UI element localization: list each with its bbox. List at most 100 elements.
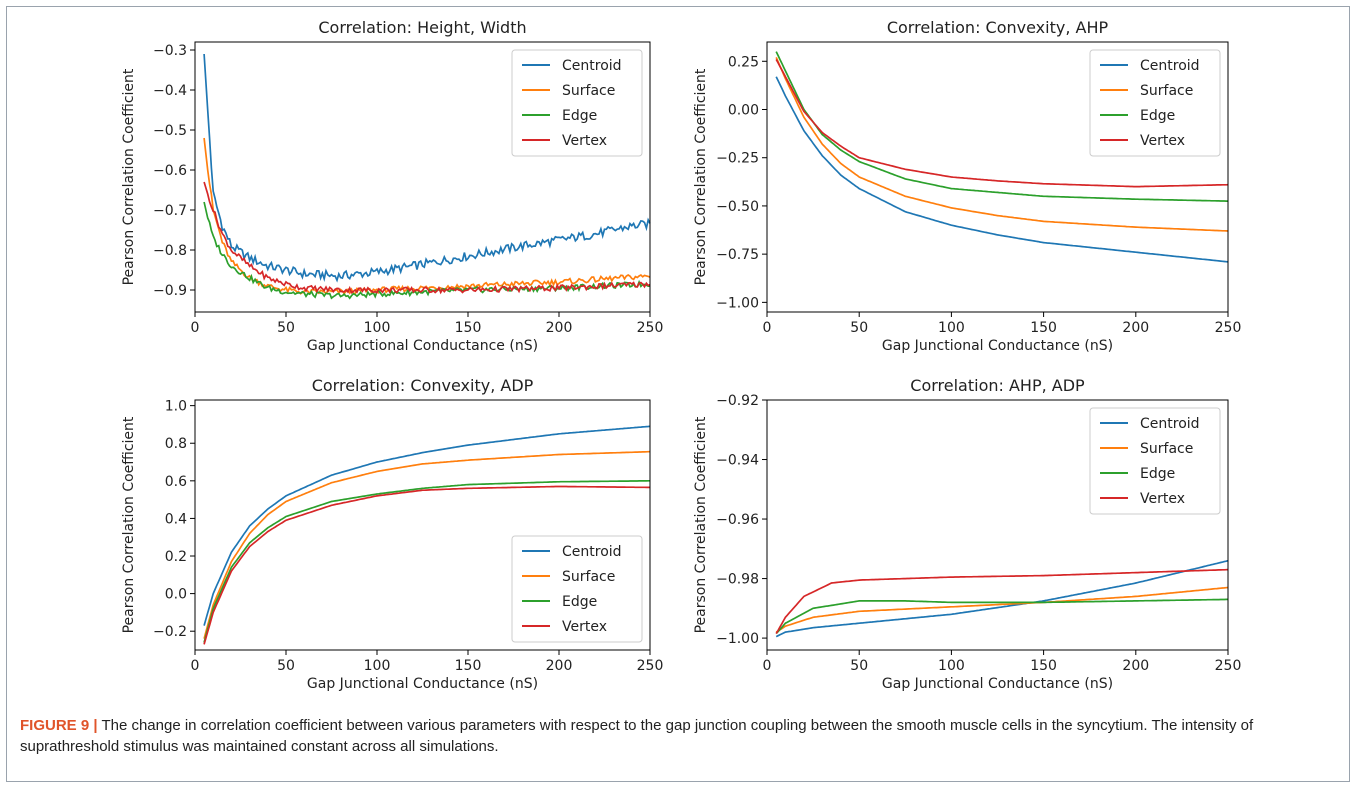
legend-box xyxy=(1089,407,1221,515)
y-tick-label: −0.5 xyxy=(153,123,187,139)
x-tick-label: 100 xyxy=(938,320,965,336)
series-line-centroid xyxy=(775,559,1229,638)
legend-box xyxy=(511,49,643,157)
series-line-centroid xyxy=(203,53,651,283)
y-tick-label: −0.9 xyxy=(153,283,187,299)
y-tick-label: −0.3 xyxy=(153,43,187,59)
x-tick-label: 200 xyxy=(1122,658,1149,674)
y-tick-label: 0.2 xyxy=(165,549,187,565)
legend-label-vertex: Vertex xyxy=(562,619,607,635)
y-tick-label: 0.6 xyxy=(165,474,187,490)
y-tick-label: −0.4 xyxy=(153,83,187,99)
legend-label-centroid: Centroid xyxy=(1140,58,1200,74)
series-line-centroid xyxy=(775,76,1229,263)
y-tick-label: 0.4 xyxy=(165,511,187,527)
x-tick-label: 0 xyxy=(763,320,772,336)
x-tick-label: 50 xyxy=(850,320,868,336)
x-tick-label: 250 xyxy=(637,320,664,336)
y-tick-label: −0.96 xyxy=(716,512,759,528)
x-tick-label: 0 xyxy=(763,658,772,674)
series-line-edge xyxy=(203,201,650,300)
chart-title: Correlation: AHP, ADP xyxy=(910,376,1085,395)
plot-area xyxy=(194,399,651,651)
x-tick-label: 200 xyxy=(1122,320,1149,336)
x-tick-label: 100 xyxy=(364,658,391,674)
y-tick-label: −0.75 xyxy=(716,247,759,263)
y-tick-label: 0.25 xyxy=(728,54,759,70)
y-tick-label: −1.00 xyxy=(716,295,759,311)
x-tick-label: 50 xyxy=(277,320,295,336)
legend-label-centroid: Centroid xyxy=(1140,416,1200,432)
figure-label: FIGURE 9 | xyxy=(20,717,98,734)
legend-box xyxy=(1089,49,1221,157)
series-line-surface xyxy=(775,586,1229,633)
y-tick-label: −1.00 xyxy=(716,631,759,647)
series-line-centroid xyxy=(203,425,651,626)
figure-frame xyxy=(6,6,1350,782)
y-axis-label: Pearson Correlation Coefficient xyxy=(693,68,709,285)
series-line-surface xyxy=(203,137,651,296)
x-tick-label: 150 xyxy=(455,320,482,336)
legend-label-edge: Edge xyxy=(562,594,597,610)
x-tick-label: 250 xyxy=(1215,658,1242,674)
x-tick-label: 50 xyxy=(277,658,295,674)
x-axis-label: Gap Junctional Conductance (nS) xyxy=(882,338,1113,354)
plot-area xyxy=(766,41,1229,313)
x-tick-label: 0 xyxy=(191,658,200,674)
legend-label-centroid: Centroid xyxy=(562,544,622,560)
x-tick-label: 150 xyxy=(455,658,482,674)
x-tick-label: 50 xyxy=(850,658,868,674)
chart-panel-1: Correlation: Height, Width 0 50 100 150 200 25… xyxy=(121,18,663,354)
x-axis-label: Gap Junctional Conductance (nS) xyxy=(307,338,538,354)
x-tick-label: 0 xyxy=(191,320,200,336)
legend-label-vertex: Vertex xyxy=(1140,133,1185,149)
y-axis-label: Pearson Correlation Coefficient xyxy=(693,416,709,633)
y-tick-label: −0.92 xyxy=(716,393,759,409)
legend-label-surface: Surface xyxy=(1140,83,1193,99)
series-line-vertex xyxy=(203,181,651,295)
y-tick-label: −0.98 xyxy=(716,572,759,588)
legend-label-surface: Surface xyxy=(1140,441,1193,457)
legend-label-vertex: Vertex xyxy=(1140,491,1185,507)
legend: Centroid Surface Edge Vertex xyxy=(1089,407,1221,515)
series-line-vertex xyxy=(775,58,1229,188)
y-tick-label: −0.6 xyxy=(153,163,187,179)
legend-label-vertex: Vertex xyxy=(562,133,607,149)
y-tick-label: −0.25 xyxy=(716,151,759,167)
series-line-edge xyxy=(775,51,1228,202)
y-tick-label: −0.2 xyxy=(153,624,187,640)
legend-label-surface: Surface xyxy=(562,569,615,585)
y-axis-label: Pearson Correlation Coefficient xyxy=(121,68,137,285)
series-line-surface xyxy=(203,450,650,639)
y-tick-label: −0.50 xyxy=(716,199,759,215)
series-line-surface xyxy=(775,57,1229,232)
y-tick-label: 0.8 xyxy=(165,436,187,452)
series-line-vertex xyxy=(203,485,650,645)
x-tick-label: 150 xyxy=(1030,658,1057,674)
x-tick-label: 250 xyxy=(637,658,664,674)
y-tick-label: −0.7 xyxy=(153,203,187,219)
chart-panel-4: Correlation: AHP, ADP 0 50 100 150 200 250 −0.9… xyxy=(693,376,1241,692)
figure-chart-grid: Correlation: Height, Width 0 50 100 150 200 25… xyxy=(121,18,1242,692)
x-tick-label: 250 xyxy=(1215,320,1242,336)
legend: Centroid Surface Edge Vertex xyxy=(511,49,643,157)
chart-title: Correlation: Height, Width xyxy=(318,18,526,37)
legend-label-edge: Edge xyxy=(1140,108,1175,124)
x-tick-label: 200 xyxy=(546,320,573,336)
chart-title: Correlation: Convexity, AHP xyxy=(887,18,1109,37)
x-axis-label: Gap Junctional Conductance (nS) xyxy=(307,676,538,692)
series-line-edge xyxy=(203,479,650,643)
chart-title: Correlation: Convexity, ADP xyxy=(312,376,534,395)
x-tick-label: 200 xyxy=(546,658,573,674)
plot-area xyxy=(766,399,1229,651)
legend: Centroid Surface Edge Vertex xyxy=(511,535,643,643)
chart-panel-3: Correlation: Convexity, ADP 0 50 100 150 200 2… xyxy=(121,376,663,692)
x-tick-label: 100 xyxy=(938,658,965,674)
y-tick-label: −0.94 xyxy=(716,453,759,469)
legend-label-edge: Edge xyxy=(1140,466,1175,482)
legend-label-surface: Surface xyxy=(562,83,615,99)
plot-area xyxy=(194,41,651,313)
legend-label-edge: Edge xyxy=(562,108,597,124)
y-tick-label: 0.0 xyxy=(165,587,187,603)
series-line-edge xyxy=(775,598,1228,635)
